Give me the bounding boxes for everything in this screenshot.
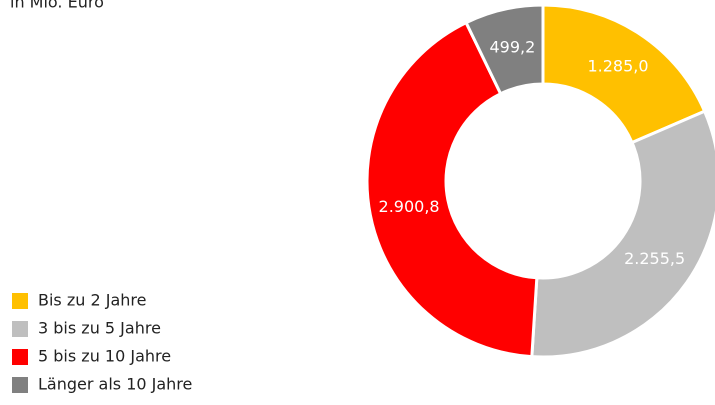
- pie-slice: [464, 3, 545, 96]
- value-label: 2.255,5: [624, 249, 685, 268]
- legend-swatch: [12, 377, 28, 393]
- legend-label: Länger als 10 Jahre: [38, 375, 192, 394]
- legend-label: 5 bis zu 10 Jahre: [38, 347, 171, 366]
- legend-label: Bis zu 2 Jahre: [38, 291, 146, 310]
- pie-slice: [541, 3, 707, 145]
- pie-slice: [365, 20, 539, 359]
- value-label: 1.285,0: [587, 56, 648, 75]
- value-label: 499,2: [490, 37, 536, 56]
- legend-swatch: [12, 321, 28, 337]
- pie-slice: [530, 109, 715, 359]
- legend-swatch: [12, 349, 28, 365]
- legend-label: 3 bis zu 5 Jahre: [38, 319, 161, 338]
- legend-swatch: [12, 293, 28, 309]
- value-label: 2.900,8: [379, 197, 440, 216]
- chart-subtitle: in Mio. Euro: [10, 0, 104, 12]
